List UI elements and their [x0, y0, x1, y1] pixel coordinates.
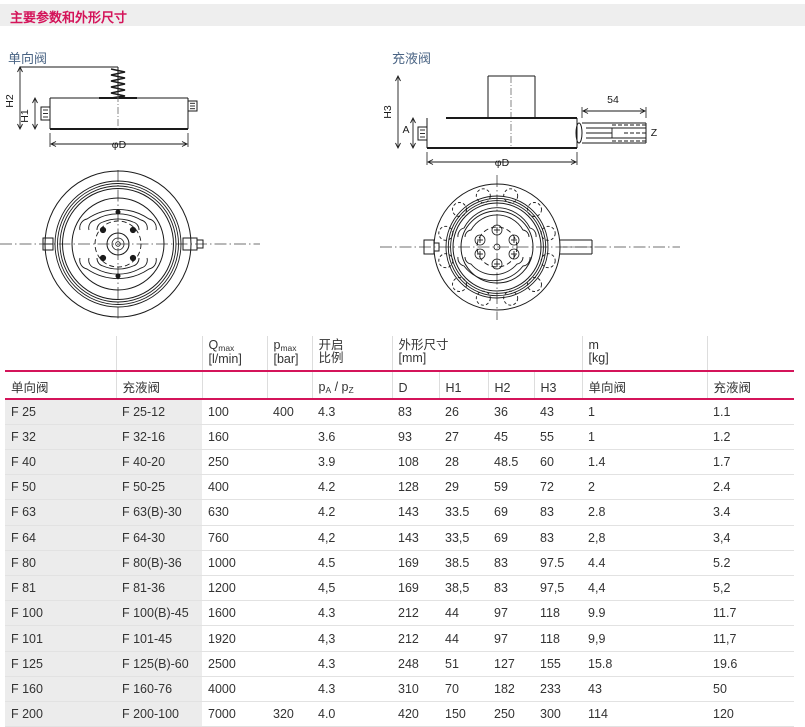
- svg-text:φD: φD: [495, 157, 510, 169]
- svg-text:H1: H1: [19, 109, 31, 123]
- svg-text:H3: H3: [382, 105, 394, 119]
- svg-text:H2: H2: [4, 94, 16, 108]
- svg-text:Z: Z: [651, 127, 658, 139]
- svg-text:54: 54: [607, 94, 619, 106]
- svg-text:φD: φD: [112, 139, 127, 151]
- svg-text:A: A: [402, 124, 409, 136]
